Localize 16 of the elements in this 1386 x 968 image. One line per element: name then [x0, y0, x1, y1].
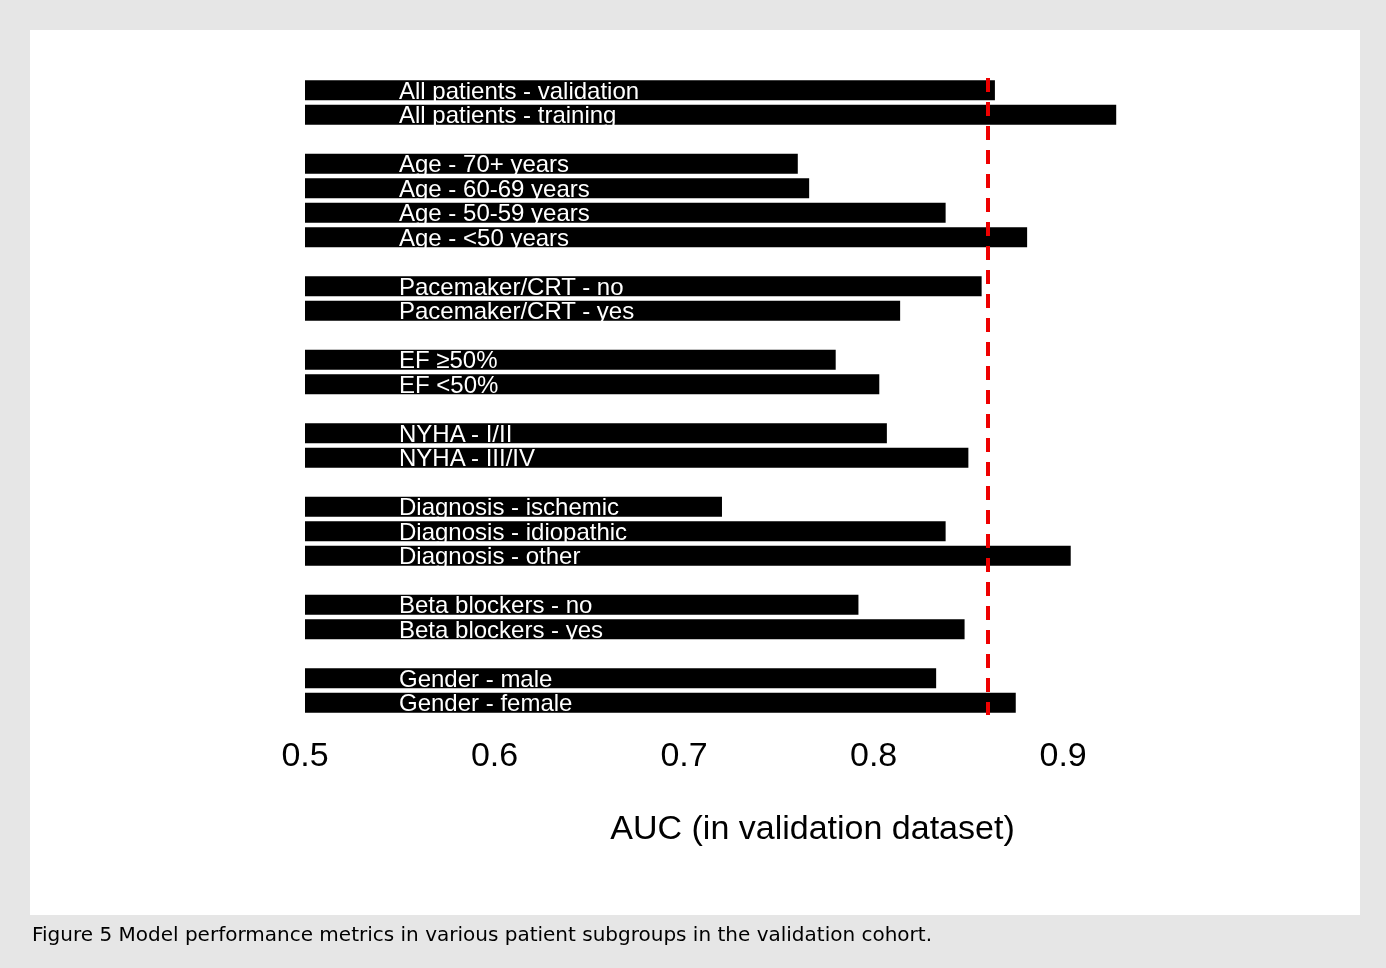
x-axis-title: AUC (in validation dataset) — [610, 808, 1015, 846]
y-tick-label: All patients - validation — [399, 76, 640, 104]
caption: Figure 5 Model performance metrics in various patient subgroups in the validation cohort. — [32, 922, 933, 946]
y-tick-label: NYHA - III/IV — [399, 444, 536, 472]
y-tick-label: NYHA - I/II — [399, 419, 513, 447]
x-tick-label: 0.9 — [1039, 735, 1087, 773]
y-tick-label: Gender - male — [399, 664, 553, 692]
y-tick-label: All patients - training — [399, 101, 617, 129]
y-tick-label: Pacemaker/CRT - no — [399, 272, 624, 300]
x-tick-label: 0.5 — [281, 735, 329, 773]
y-tick-label: Gender - female — [399, 689, 573, 717]
x-tick-label: 0.8 — [849, 735, 898, 773]
y-tick-label: Beta blockers - no — [399, 591, 593, 619]
x-tick-label: 0.6 — [470, 735, 519, 773]
x-tick-label: 0.7 — [660, 735, 708, 773]
y-tick-label: Diagnosis - other — [399, 542, 581, 570]
